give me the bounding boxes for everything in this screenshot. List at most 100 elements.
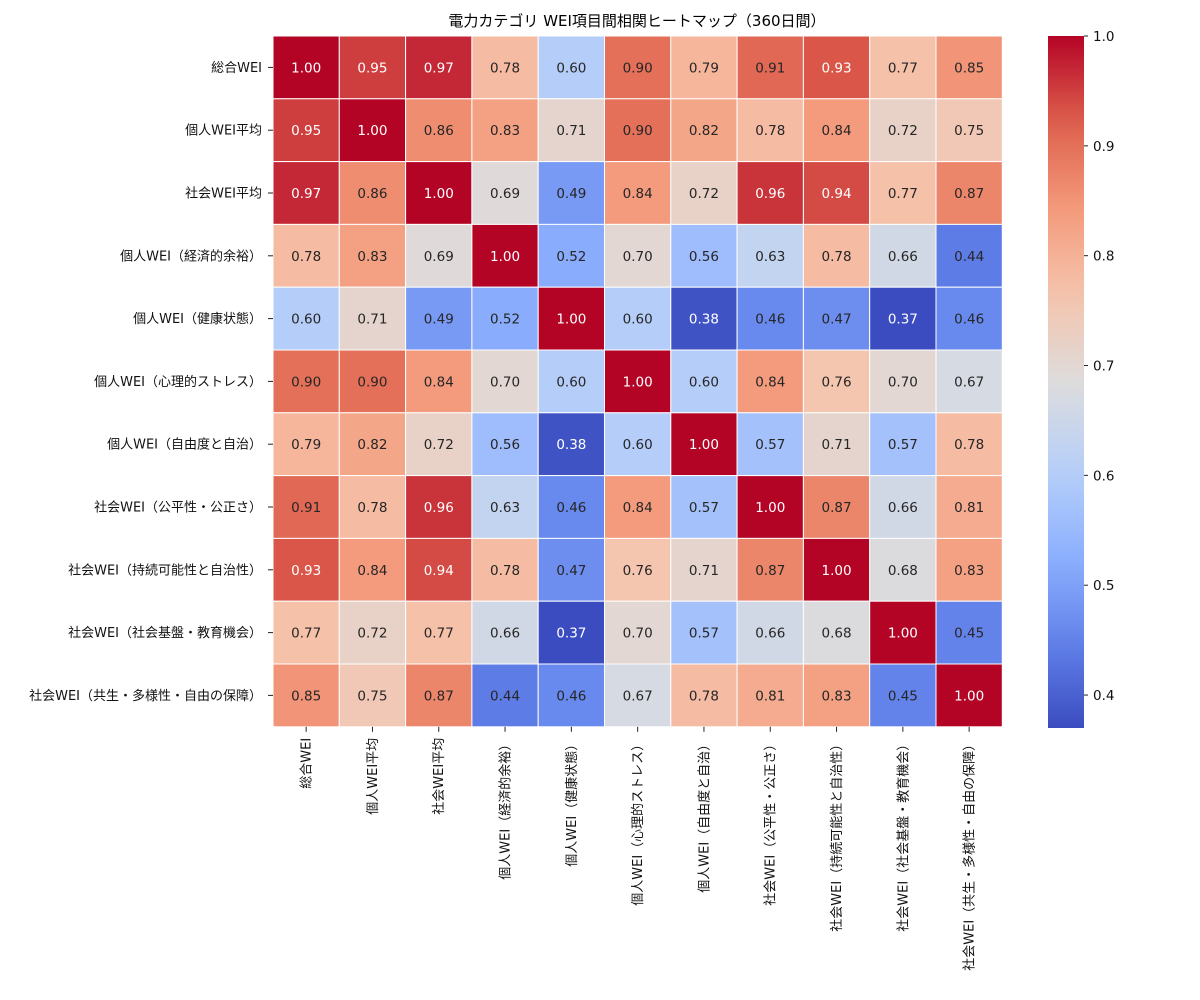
heatmap-cell <box>537 663 606 728</box>
cell-value-label: 1.00 <box>424 186 454 202</box>
heatmap-cell <box>935 537 1003 602</box>
cell-value-label: 0.79 <box>291 437 321 453</box>
cell-value-label: 0.57 <box>888 437 918 453</box>
cell-value-label: 0.75 <box>954 123 984 139</box>
heatmap-cell <box>802 663 871 728</box>
heatmap-cell <box>869 286 937 351</box>
heatmap-cell <box>338 35 407 100</box>
y-tick-label: 個人WEI（健康状態） <box>133 311 262 327</box>
cell-value-label: 0.84 <box>623 186 653 202</box>
cell-value-label: 0.70 <box>623 626 653 642</box>
cell-value-label: 0.46 <box>556 688 586 704</box>
cell-value-label: 0.97 <box>291 186 321 202</box>
heatmap-cell <box>736 35 804 100</box>
cell-value-label: 0.83 <box>357 249 387 265</box>
cell-value-label: 0.46 <box>755 312 785 328</box>
cell-value-label: 0.49 <box>424 312 454 328</box>
heatmap-cell <box>537 600 606 665</box>
cell-value-label: 0.78 <box>291 249 321 265</box>
cell-value-label: 0.71 <box>822 437 852 453</box>
heatmap-cell <box>604 537 672 602</box>
heatmap-cell <box>272 161 340 225</box>
cell-value-label: 0.78 <box>954 437 984 453</box>
heatmap-cell <box>338 286 407 351</box>
cell-value-label: 0.81 <box>954 500 984 516</box>
cell-value-label: 0.84 <box>623 500 653 516</box>
cell-value-label: 0.66 <box>888 249 918 265</box>
cell-value-label: 0.72 <box>888 123 918 139</box>
y-tick-label: 個人WEI（心理的ストレス） <box>94 374 262 390</box>
cell-value-label: 0.66 <box>755 626 785 642</box>
heatmap-cell <box>537 98 606 163</box>
cell-value-label: 0.66 <box>888 500 918 516</box>
cell-value-label: 0.90 <box>623 123 653 139</box>
heatmap-cell <box>272 98 340 163</box>
cell-value-label: 0.70 <box>623 249 653 265</box>
heatmap-cell <box>802 412 871 477</box>
heatmap-cell <box>935 600 1003 665</box>
cell-value-label: 0.47 <box>556 563 586 579</box>
heatmap-cell <box>869 412 937 477</box>
cell-value-label: 0.90 <box>357 374 387 390</box>
heatmap-cell <box>670 412 738 477</box>
cell-value-label: 0.76 <box>822 374 852 390</box>
cell-value-label: 0.44 <box>954 249 984 265</box>
x-tick-label: 個人WEI（心理的ストレス） <box>630 738 646 906</box>
cell-value-label: 1.00 <box>490 249 520 265</box>
y-tick-label: 社会WEI（社会基盤・教育機会） <box>68 625 262 641</box>
cell-value-label: 0.60 <box>623 437 653 453</box>
heatmap-cell <box>471 349 539 414</box>
cell-value-label: 0.60 <box>623 312 653 328</box>
colorbar-tick-label: 0.4 <box>1093 688 1114 704</box>
x-tick-label: 社会WEI（公平性・公正さ） <box>763 738 779 906</box>
cell-value-label: 0.67 <box>623 688 653 704</box>
cell-value-label: 0.85 <box>954 60 984 76</box>
heatmap-cell <box>338 412 407 477</box>
heatmap-cell <box>869 35 937 100</box>
cell-value-label: 0.84 <box>357 563 387 579</box>
heatmap-cells: 1.00 0.95 0.97 0.78 0.60 0.90 0.79 0.91 0.93 0.77… <box>272 35 1003 728</box>
cell-value-label: 0.97 <box>424 60 454 76</box>
cell-value-label: 0.75 <box>357 688 387 704</box>
cell-value-label: 0.72 <box>424 437 454 453</box>
cell-value-label: 0.63 <box>490 500 520 516</box>
x-tick-label: 個人WEI（自由度と自治） <box>696 738 712 893</box>
cell-value-label: 0.90 <box>291 374 321 390</box>
heatmap-cell <box>471 475 539 539</box>
cell-value-label: 0.78 <box>490 563 520 579</box>
heatmap-cell <box>405 663 473 728</box>
heatmap-cell <box>935 35 1003 100</box>
heatmap-cell <box>935 475 1003 539</box>
cell-value-label: 0.57 <box>689 500 719 516</box>
cell-value-label: 0.78 <box>822 249 852 265</box>
cell-value-label: 0.87 <box>954 186 984 202</box>
cell-value-label: 0.93 <box>822 60 852 76</box>
cell-value-label: 0.46 <box>954 312 984 328</box>
y-tick-label: 社会WEI（共生・多様性・自由の保障） <box>29 688 262 704</box>
x-axis-ticks: 総合WEI 個人WEI平均 社会WEI平均 個人WEI（経済的余裕） 個人WEI（健康状… <box>300 726 978 971</box>
cell-value-label: 1.00 <box>755 500 785 516</box>
heatmap-cell <box>471 286 539 351</box>
colorbar-tick-label: 0.5 <box>1093 578 1114 594</box>
colorbar-tick-label: 0.6 <box>1093 468 1114 484</box>
heatmap-cell <box>935 286 1003 351</box>
heatmap-cell <box>471 223 539 288</box>
cell-value-label: 0.57 <box>755 437 785 453</box>
cell-value-label: 0.71 <box>357 312 387 328</box>
y-tick-label: 社会WEI（持続可能性と自治性） <box>68 562 262 578</box>
heatmap-cell <box>869 223 937 288</box>
cell-value-label: 0.52 <box>556 249 586 265</box>
heatmap-cell <box>604 161 672 225</box>
heatmap-cell <box>272 412 340 477</box>
heatmap-cell <box>338 475 407 539</box>
colorbar-tick-label: 0.8 <box>1093 249 1114 265</box>
heatmap-cell <box>604 412 672 477</box>
heatmap-cell <box>405 223 473 288</box>
heatmap-cell <box>471 600 539 665</box>
heatmap-cell <box>537 286 606 351</box>
colorbar-tick-label: 1.0 <box>1093 29 1114 45</box>
cell-value-label: 0.96 <box>755 186 785 202</box>
x-tick-label: 個人WEI平均 <box>366 738 381 815</box>
cell-value-label: 0.94 <box>424 563 454 579</box>
cell-value-label: 0.78 <box>490 60 520 76</box>
